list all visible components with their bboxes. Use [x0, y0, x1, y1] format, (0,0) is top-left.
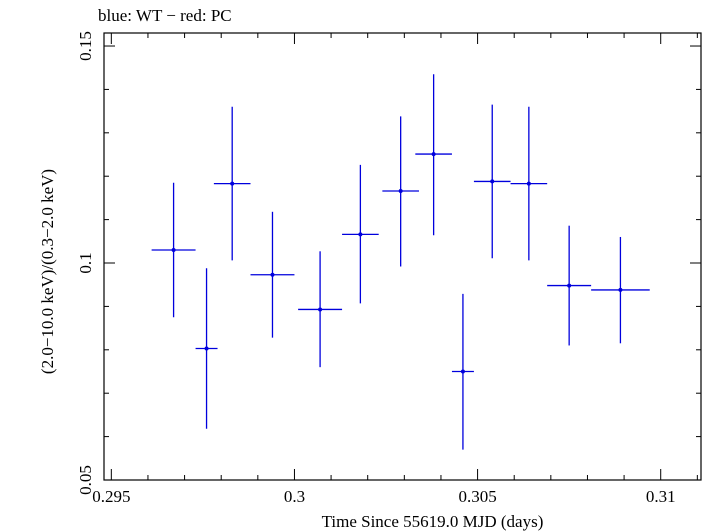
- data-point: [415, 74, 452, 236]
- data-point: [250, 211, 295, 338]
- point-marker: [318, 307, 323, 312]
- point-marker: [431, 152, 436, 157]
- point-marker: [490, 179, 495, 184]
- plot-frame: [103, 32, 702, 481]
- data-point: [213, 106, 251, 261]
- data-point: [547, 225, 592, 346]
- ticks-layer: 0.295 0.3 0.305 0.31 0.05 0.1 0.15: [76, 31, 701, 506]
- point-marker: [230, 181, 235, 186]
- point-marker: [171, 247, 176, 252]
- y-tick-label: 0.15: [76, 31, 95, 61]
- point-marker: [398, 188, 403, 193]
- data-point: [510, 106, 548, 261]
- data-point: [151, 182, 196, 318]
- x-axis-label: Time Since 55619.0 MJD (days): [322, 512, 544, 531]
- data-point: [451, 293, 474, 450]
- point-marker: [460, 369, 465, 374]
- data-point: [298, 251, 343, 368]
- x-tick-label: 0.31: [646, 487, 676, 506]
- x-tick-label: 0.295: [92, 487, 130, 506]
- y-tick-label: 0.1: [76, 252, 95, 273]
- data-point: [342, 164, 379, 304]
- point-marker: [358, 232, 363, 237]
- data-point: [591, 236, 650, 344]
- point-marker: [204, 346, 209, 351]
- x-tick-label: 0.3: [284, 487, 305, 506]
- data-point: [195, 268, 218, 429]
- point-marker: [567, 283, 572, 288]
- data-layer: [151, 74, 650, 450]
- y-axis-label: (2.0−10.0 keV)/(0.3−2.0 keV): [38, 169, 57, 374]
- x-tick-label: 0.305: [458, 487, 496, 506]
- point-marker: [618, 287, 623, 292]
- point-marker: [270, 272, 275, 277]
- y-tick-label: 0.05: [76, 465, 95, 495]
- data-point: [382, 116, 419, 267]
- chart-title: blue: WT − red: PC: [98, 6, 232, 25]
- data-point: [473, 104, 511, 259]
- point-marker: [526, 181, 531, 186]
